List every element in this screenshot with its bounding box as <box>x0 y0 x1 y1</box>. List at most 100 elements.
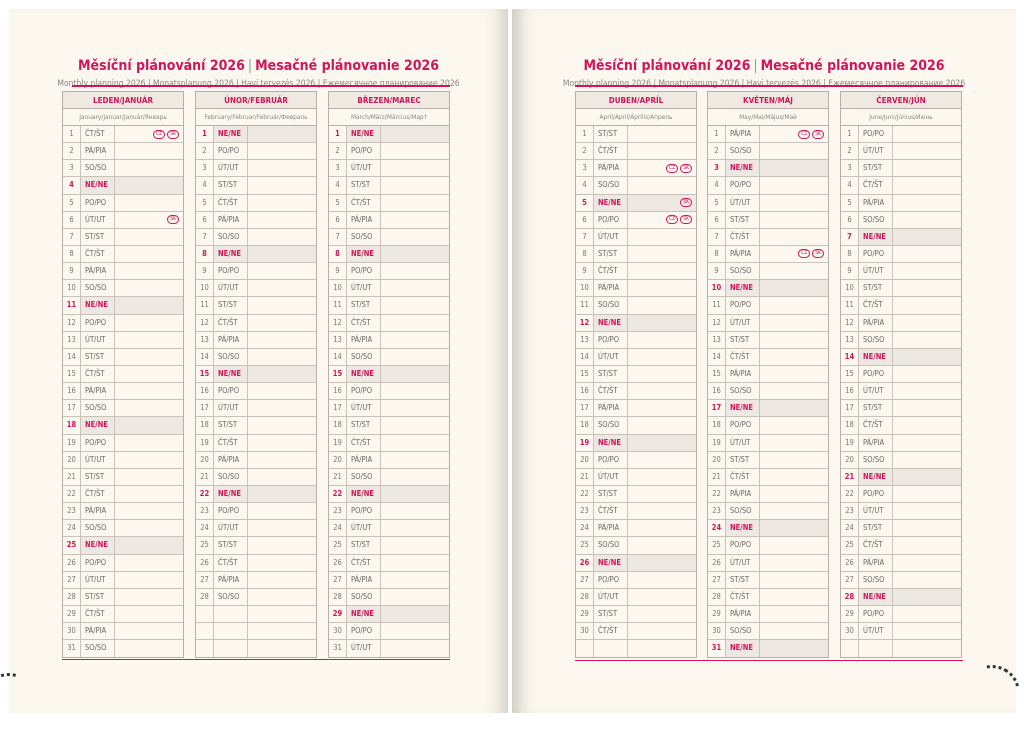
day-row[interactable]: 5 PO/PO <box>63 194 183 212</box>
day-row[interactable]: 11 SO/SO <box>576 297 696 315</box>
day-row[interactable]: 2 PO/PO <box>329 143 449 161</box>
notes-cell[interactable] <box>760 589 828 605</box>
day-row[interactable]: 3 ST/ST <box>841 160 961 178</box>
day-row[interactable]: 12 PO/PO <box>63 314 183 332</box>
day-row[interactable]: 20 PÁ/PIA <box>196 451 316 469</box>
day-row[interactable]: 30 SO/SO <box>708 623 828 641</box>
day-row[interactable]: 20 ÚT/UT <box>63 451 183 469</box>
notes-cell[interactable] <box>381 485 449 503</box>
day-row[interactable]: 6 ÚT/UT SK <box>63 211 183 229</box>
day-row[interactable]: 22 NE/NE <box>329 485 449 504</box>
notes-cell[interactable] <box>248 143 316 159</box>
notes-cell[interactable] <box>760 229 828 245</box>
notes-cell[interactable] <box>115 452 183 468</box>
day-row[interactable]: 8 PÁ/PIA CZ SK <box>708 245 828 264</box>
notes-cell[interactable] <box>760 263 828 279</box>
day-row[interactable]: 1 ČT/ŠT CZ SK <box>63 126 183 144</box>
day-row[interactable]: 5 NE/NE SK <box>576 194 696 212</box>
day-row[interactable]: 13 SO/SO <box>841 331 961 349</box>
notes-cell[interactable] <box>115 143 183 159</box>
day-row[interactable]: 21 ÚT/UT <box>576 468 696 486</box>
day-row[interactable]: 20 PO/PO <box>576 451 696 469</box>
day-row[interactable]: 24 ÚT/UT <box>329 520 449 538</box>
day-row[interactable]: 9 PO/PO <box>329 263 449 281</box>
notes-cell[interactable] <box>760 383 828 399</box>
notes-cell[interactable] <box>381 229 449 245</box>
notes-cell[interactable] <box>381 245 449 263</box>
day-row[interactable]: 22 ČT/ŠT <box>63 485 183 504</box>
day-row[interactable]: 18 PO/PO <box>708 417 828 435</box>
day-row[interactable]: 8 ST/ST <box>576 245 696 264</box>
day-row[interactable]: 2 ČT/ŠT <box>576 143 696 161</box>
day-row[interactable]: 28 ČT/ŠT <box>708 588 828 606</box>
notes-cell[interactable] <box>248 469 316 485</box>
day-row[interactable]: 2 ÚT/UT <box>841 143 961 161</box>
notes-cell[interactable] <box>248 297 316 313</box>
day-row[interactable]: 8 NE/NE <box>196 245 316 264</box>
day-row[interactable]: 7 ST/ST <box>63 228 183 246</box>
day-row[interactable]: 7 SO/SO <box>196 228 316 246</box>
day-row[interactable]: 28 ÚT/UT <box>576 588 696 606</box>
day-row[interactable]: 24 NE/NE <box>708 520 828 538</box>
notes-cell[interactable] <box>115 435 183 451</box>
day-row[interactable]: 21 ST/ST <box>63 468 183 486</box>
notes-cell[interactable] <box>760 520 828 537</box>
notes-cell[interactable] <box>628 589 696 605</box>
notes-cell[interactable] <box>893 383 961 399</box>
day-row[interactable]: 1 NE/NE <box>329 126 449 144</box>
notes-cell[interactable] <box>115 520 183 536</box>
notes-cell[interactable] <box>893 486 961 502</box>
notes-cell[interactable] <box>381 160 449 176</box>
day-row[interactable]: 24 ST/ST <box>841 520 961 538</box>
notes-cell[interactable] <box>248 332 316 348</box>
day-row[interactable]: 12 ÚT/UT <box>708 314 828 332</box>
day-row[interactable]: 9 PÁ/PIA <box>63 263 183 281</box>
day-row[interactable]: 27 PÁ/PIA <box>329 571 449 589</box>
day-row[interactable]: 28 SO/SO <box>329 588 449 606</box>
notes-cell[interactable] <box>381 640 449 657</box>
notes-cell[interactable] <box>760 160 828 177</box>
day-row[interactable]: 23 ČT/ŠT <box>576 503 696 521</box>
day-row[interactable]: 15 PÁ/PIA <box>708 365 828 384</box>
day-row[interactable]: 10 PÁ/PIA <box>576 280 696 298</box>
day-row[interactable]: 27 PÁ/PIA <box>196 571 316 589</box>
notes-cell[interactable] <box>248 485 316 503</box>
day-row[interactable]: 20 ST/ST <box>708 451 828 469</box>
notes-cell[interactable] <box>628 297 696 313</box>
day-row[interactable]: 16 SO/SO <box>708 383 828 401</box>
notes-cell[interactable] <box>628 332 696 348</box>
day-row[interactable]: 18 NE/NE <box>63 417 183 435</box>
day-row[interactable]: 19 ČT/ŠT <box>329 434 449 452</box>
notes-cell[interactable] <box>115 315 183 331</box>
notes-cell[interactable] <box>628 503 696 519</box>
notes-cell[interactable] <box>115 606 183 622</box>
notes-cell[interactable] <box>115 263 183 279</box>
day-row[interactable]: 13 ST/ST <box>708 331 828 349</box>
day-row[interactable]: 14 SO/SO <box>196 348 316 366</box>
notes-cell[interactable] <box>248 160 316 176</box>
day-row[interactable]: 27 ST/ST <box>708 571 828 589</box>
notes-cell[interactable] <box>115 572 183 588</box>
day-row[interactable]: 7 ÚT/UT <box>576 228 696 246</box>
notes-cell[interactable] <box>893 623 961 639</box>
notes-cell[interactable]: SK <box>628 194 696 211</box>
day-row[interactable]: 11 PO/PO <box>708 297 828 315</box>
notes-cell[interactable] <box>893 503 961 519</box>
day-row[interactable]: 25 ST/ST <box>196 537 316 555</box>
day-row[interactable]: 11 ČT/ŠT <box>841 297 961 315</box>
notes-cell[interactable] <box>628 572 696 588</box>
day-row[interactable]: 8 PO/PO <box>841 245 961 264</box>
day-row[interactable]: 16 ČT/ŠT <box>576 383 696 401</box>
notes-cell[interactable] <box>248 537 316 553</box>
notes-cell[interactable] <box>628 246 696 262</box>
day-row[interactable]: 4 SO/SO <box>576 177 696 195</box>
day-row[interactable]: 15 ČT/ŠT <box>63 365 183 384</box>
notes-cell[interactable] <box>760 452 828 468</box>
notes-cell[interactable] <box>248 315 316 331</box>
day-row[interactable]: 4 PO/PO <box>708 177 828 195</box>
day-row[interactable]: 17 ÚT/UT <box>329 400 449 418</box>
day-row[interactable]: 26 PO/PO <box>63 554 183 572</box>
notes-cell[interactable] <box>760 555 828 571</box>
notes-cell[interactable] <box>628 623 696 639</box>
notes-cell[interactable] <box>115 640 183 657</box>
